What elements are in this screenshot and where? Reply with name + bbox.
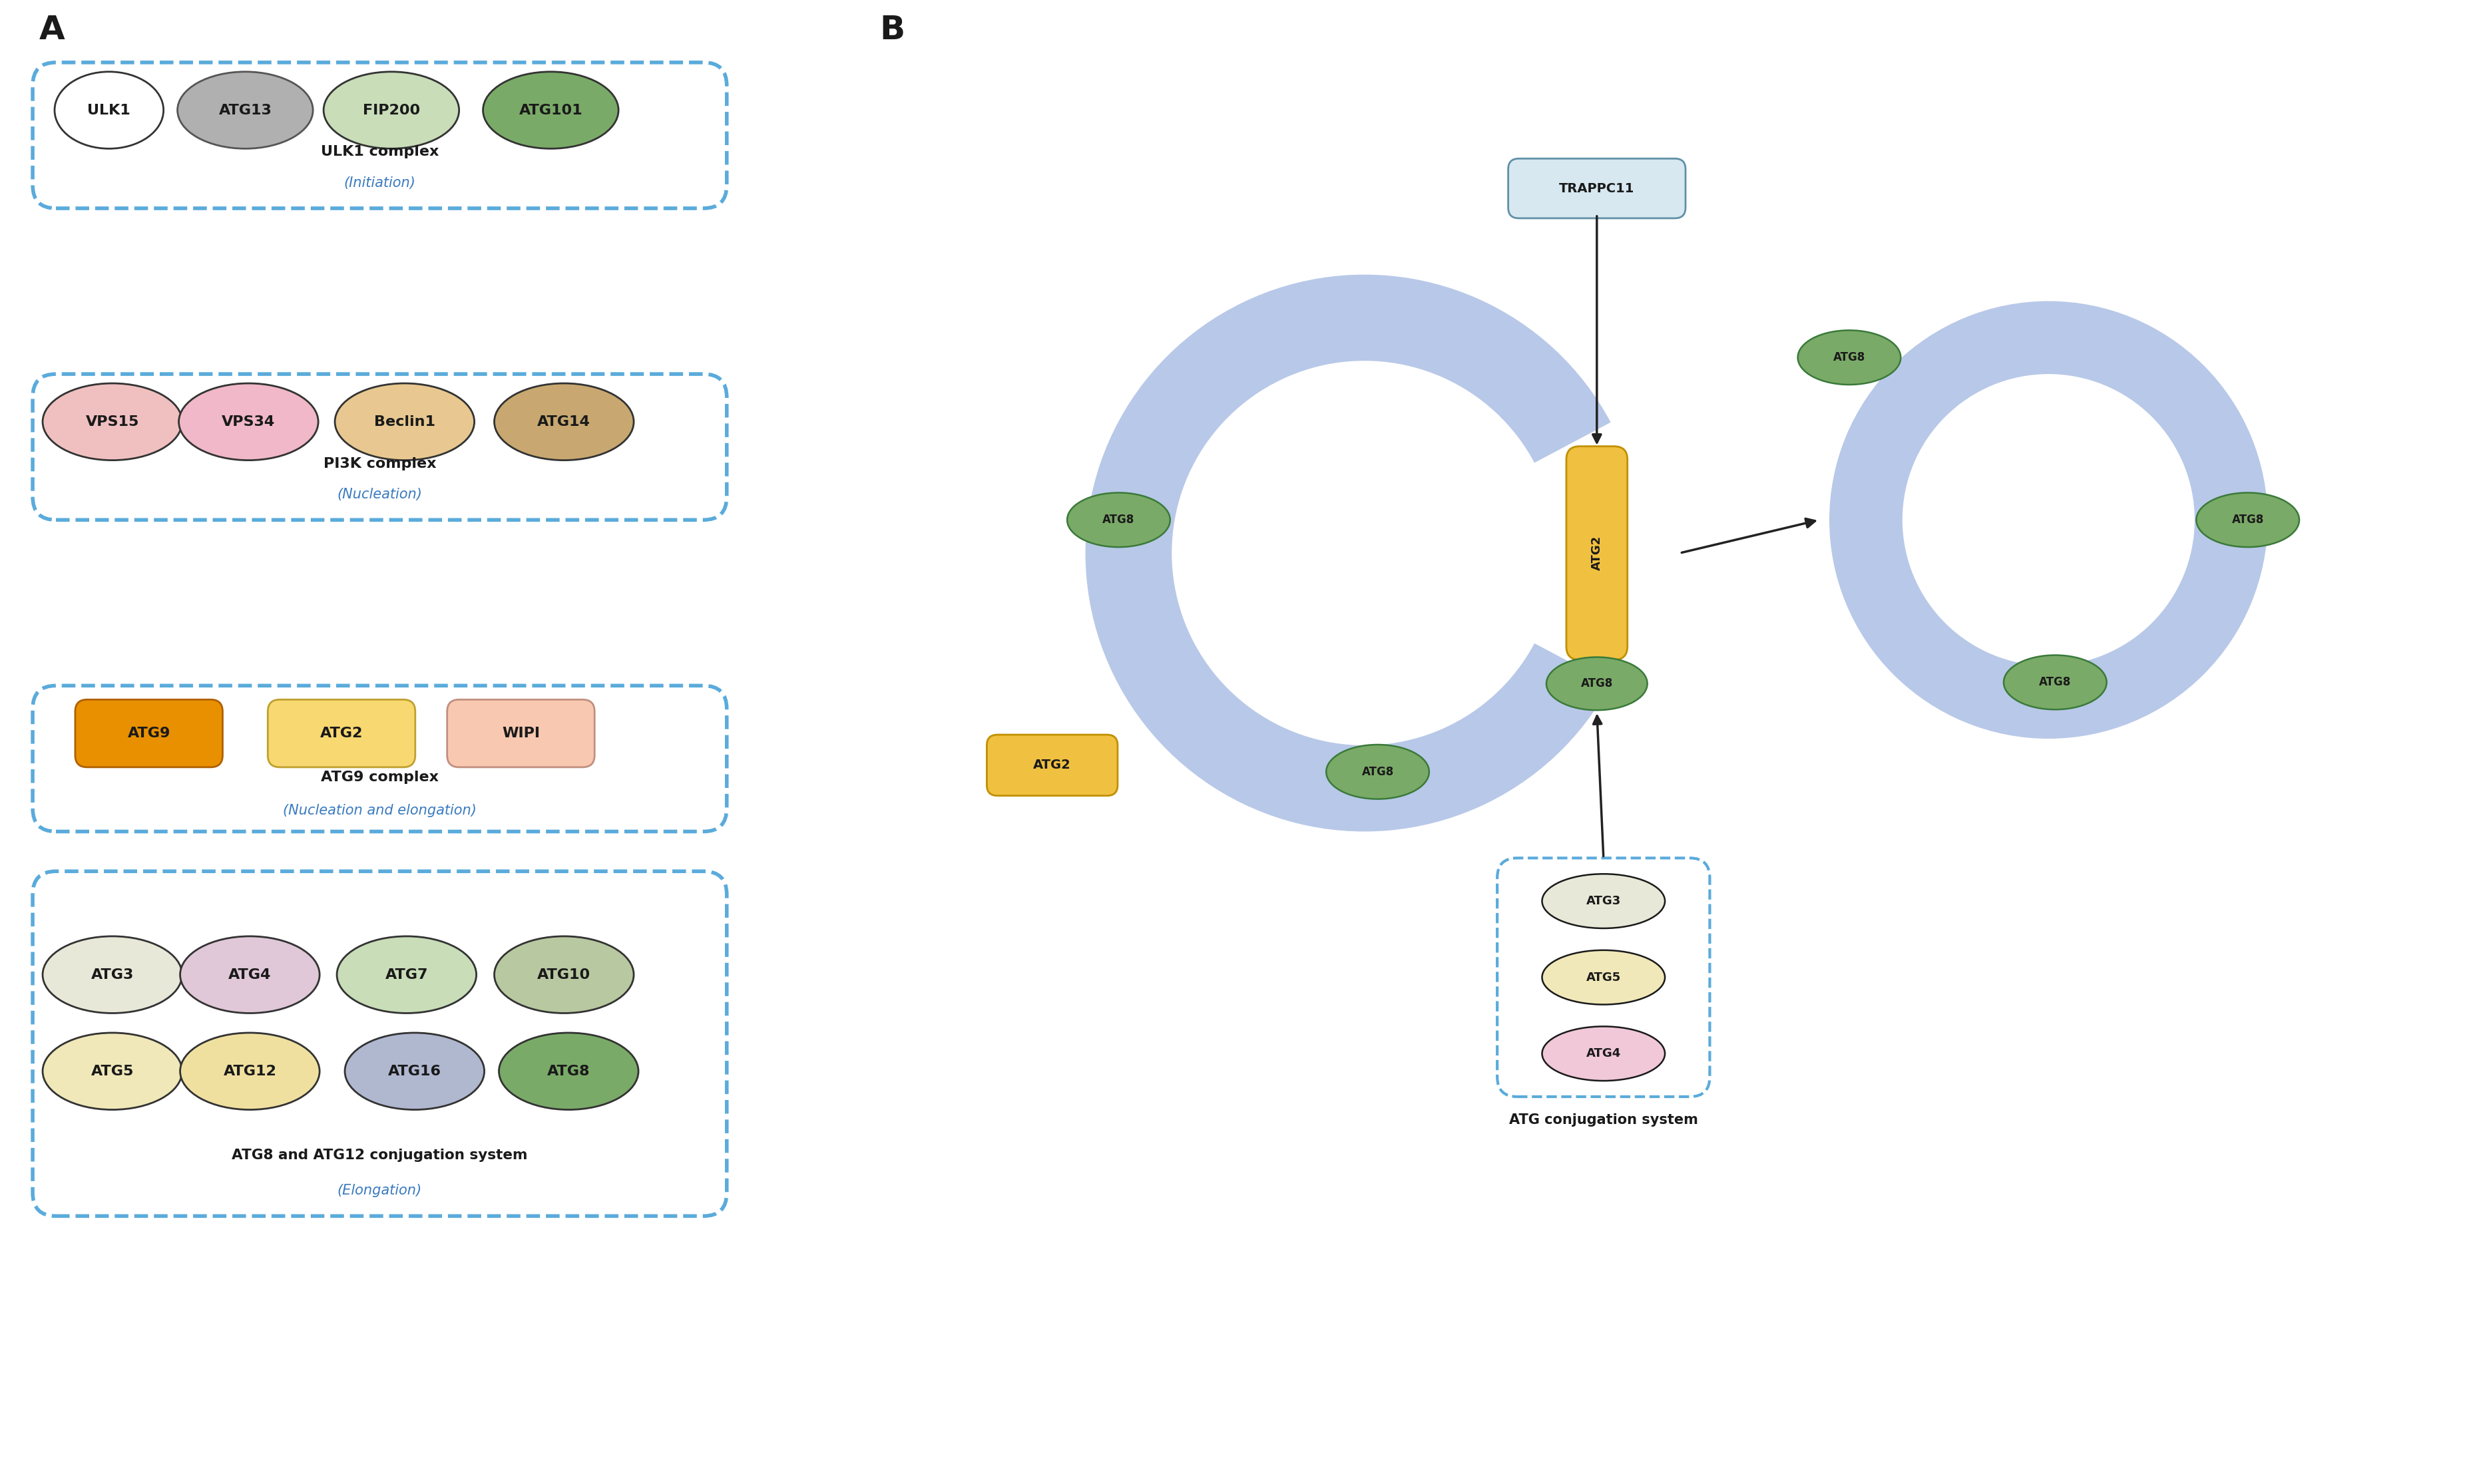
Text: ATG8: ATG8 <box>2231 513 2263 525</box>
Text: (Nucleation and elongation): (Nucleation and elongation) <box>284 804 478 818</box>
Text: FIP200: FIP200 <box>363 104 420 117</box>
Text: ATG4: ATG4 <box>1587 1048 1622 1060</box>
Ellipse shape <box>482 71 619 148</box>
Ellipse shape <box>1542 1027 1664 1080</box>
Text: VPS15: VPS15 <box>85 416 139 429</box>
FancyBboxPatch shape <box>448 699 594 767</box>
Text: B: B <box>880 13 905 46</box>
Text: ATG8: ATG8 <box>1833 352 1865 364</box>
Text: ULK1: ULK1 <box>87 104 132 117</box>
Ellipse shape <box>42 936 182 1014</box>
FancyBboxPatch shape <box>269 699 415 767</box>
Text: ATG8: ATG8 <box>1582 678 1614 690</box>
Text: ATG4: ATG4 <box>229 968 271 981</box>
Text: ATG10: ATG10 <box>537 968 592 981</box>
Text: ATG13: ATG13 <box>219 104 271 117</box>
Ellipse shape <box>1326 745 1430 798</box>
Text: ATG8: ATG8 <box>1360 766 1393 778</box>
FancyBboxPatch shape <box>1507 159 1686 218</box>
Text: ULK1 complex: ULK1 complex <box>321 145 438 159</box>
Circle shape <box>1830 301 2268 739</box>
Text: ATG7: ATG7 <box>385 968 428 981</box>
Ellipse shape <box>179 383 318 460</box>
Text: Beclin1: Beclin1 <box>373 416 435 429</box>
Ellipse shape <box>179 936 321 1014</box>
Text: ATG8 and ATG12 conjugation system: ATG8 and ATG12 conjugation system <box>231 1149 527 1162</box>
Text: ATG14: ATG14 <box>537 416 589 429</box>
Text: ATG3: ATG3 <box>92 968 134 981</box>
Text: ATG8: ATG8 <box>1102 513 1134 525</box>
Text: ATG9 complex: ATG9 complex <box>321 770 438 784</box>
Ellipse shape <box>336 936 478 1014</box>
Ellipse shape <box>1067 493 1169 548</box>
Text: A: A <box>40 13 65 46</box>
Ellipse shape <box>1542 950 1664 1005</box>
Ellipse shape <box>177 71 313 148</box>
Text: ATG2: ATG2 <box>321 727 363 741</box>
Ellipse shape <box>346 1033 485 1110</box>
Wedge shape <box>1084 275 1612 831</box>
Text: ATG101: ATG101 <box>520 104 582 117</box>
Text: ATG2: ATG2 <box>1032 758 1072 772</box>
Text: (Initiation): (Initiation) <box>343 177 415 190</box>
Text: PI3K complex: PI3K complex <box>323 457 435 470</box>
Text: ATG16: ATG16 <box>388 1064 440 1077</box>
Ellipse shape <box>1542 874 1664 929</box>
Ellipse shape <box>495 383 634 460</box>
FancyBboxPatch shape <box>987 735 1117 795</box>
Text: ATG9: ATG9 <box>127 727 169 741</box>
Ellipse shape <box>55 71 164 148</box>
Text: ATG12: ATG12 <box>224 1064 276 1077</box>
Text: (Elongation): (Elongation) <box>338 1184 423 1198</box>
Text: ATG3: ATG3 <box>1587 895 1622 907</box>
Ellipse shape <box>336 383 475 460</box>
Text: ATG5: ATG5 <box>1587 972 1622 984</box>
Text: ATG conjugation system: ATG conjugation system <box>1510 1113 1699 1126</box>
Text: ATG5: ATG5 <box>92 1064 134 1077</box>
Circle shape <box>1903 374 2194 666</box>
Ellipse shape <box>2005 654 2106 709</box>
Ellipse shape <box>179 1033 321 1110</box>
Ellipse shape <box>42 1033 182 1110</box>
Text: ATG8: ATG8 <box>547 1064 589 1077</box>
Text: WIPI: WIPI <box>502 727 540 741</box>
Text: ATG8: ATG8 <box>2039 677 2072 689</box>
Ellipse shape <box>323 71 460 148</box>
Ellipse shape <box>2196 493 2300 548</box>
Ellipse shape <box>1798 331 1900 384</box>
Text: TRAPPC11: TRAPPC11 <box>1559 183 1634 194</box>
Text: ATG2: ATG2 <box>1592 536 1602 570</box>
Ellipse shape <box>500 1033 639 1110</box>
Text: (Nucleation): (Nucleation) <box>338 488 423 502</box>
Ellipse shape <box>495 936 634 1014</box>
Ellipse shape <box>1547 657 1646 711</box>
FancyBboxPatch shape <box>1567 447 1626 660</box>
Ellipse shape <box>42 383 182 460</box>
FancyBboxPatch shape <box>75 699 224 767</box>
Text: VPS34: VPS34 <box>221 416 276 429</box>
